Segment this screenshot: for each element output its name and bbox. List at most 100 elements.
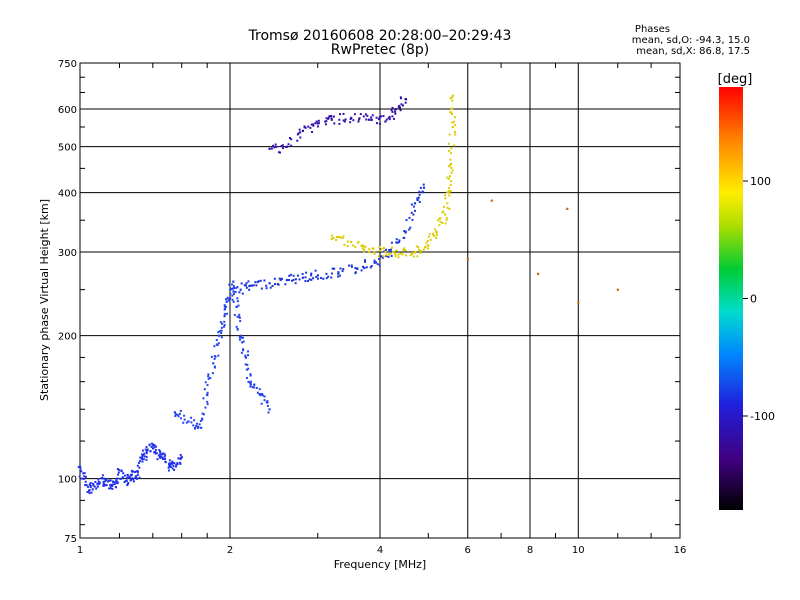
data-point [350,265,353,268]
data-point [108,487,111,490]
data-point [370,118,373,121]
data-point [226,296,229,299]
data-point [268,408,271,411]
data-point [154,450,157,453]
data-point [307,125,310,128]
data-point [229,292,232,295]
data-point [270,147,273,150]
data-point [427,235,430,238]
data-point [232,285,235,288]
data-point [148,443,151,446]
data-point [251,386,254,389]
data-point [247,380,250,383]
data-point [416,197,419,200]
data-point [206,384,209,387]
data-point [395,241,398,244]
data-point [82,477,85,480]
data-point [117,468,120,471]
data-point [314,122,317,125]
data-point [451,121,454,124]
data-point [330,272,333,275]
data-point [364,113,367,116]
data-point [284,283,287,286]
data-point [220,331,223,334]
data-point [350,240,353,244]
data-point [104,480,107,483]
data-point [384,251,387,254]
data-point [103,477,106,480]
data-point [82,472,85,475]
data-point [238,338,241,341]
data-point [353,113,356,116]
data-point [316,125,319,128]
data-point [140,453,143,456]
data-point [122,472,125,475]
data-point [179,454,182,457]
data-point [310,272,313,275]
data-point [441,221,444,224]
data-point [449,162,453,166]
data-point [307,280,310,283]
data-point [339,236,342,239]
data-point [335,239,338,242]
data-point [195,422,198,425]
data-point [385,255,388,258]
data-point [97,480,100,483]
data-point [190,421,193,424]
data-point [277,283,280,286]
data-point [317,122,320,125]
data-point [370,116,373,119]
y-tick-label: 100 [58,475,77,486]
data-point [89,481,92,484]
data-point [330,118,333,121]
data-point [123,474,126,477]
data-point [298,278,301,281]
data-point [370,265,373,268]
data-point [401,253,404,256]
data-point [161,458,164,461]
data-point [245,376,248,379]
data-point [158,449,161,452]
data-point [451,113,454,116]
data-point [294,282,297,285]
data-point [315,120,318,123]
data-point [231,283,234,286]
data-point [135,477,138,480]
data-point [183,414,186,417]
data-point [333,267,336,270]
y-tick-label: 750 [58,59,77,70]
data-point [437,219,440,222]
data-point [316,122,319,125]
data-point [301,129,305,132]
data-point [253,386,256,389]
data-point [364,260,367,263]
data-point [142,454,145,457]
data-point [317,277,320,280]
data-point [206,391,209,394]
y-tick-label: 400 [58,189,77,200]
data-point [109,487,112,490]
data-point [192,424,195,427]
data-point [442,210,445,213]
data-point [450,166,453,169]
data-point [368,248,371,251]
data-point [391,110,394,113]
data-point [413,202,417,205]
data-point [134,476,137,479]
data-point [185,421,188,424]
data-point [145,446,148,449]
data-point [449,111,452,114]
data-point [447,191,451,194]
data-point [236,315,239,318]
data-point [98,481,101,484]
data-point [182,421,185,424]
data-point [136,471,139,474]
data-point [435,230,438,233]
x-tick-label: 1 [77,545,83,556]
data-point [330,276,333,279]
data-point [432,232,435,235]
data-point [409,253,412,256]
data-point [394,112,397,115]
data-point [362,245,365,248]
data-point [273,146,276,149]
